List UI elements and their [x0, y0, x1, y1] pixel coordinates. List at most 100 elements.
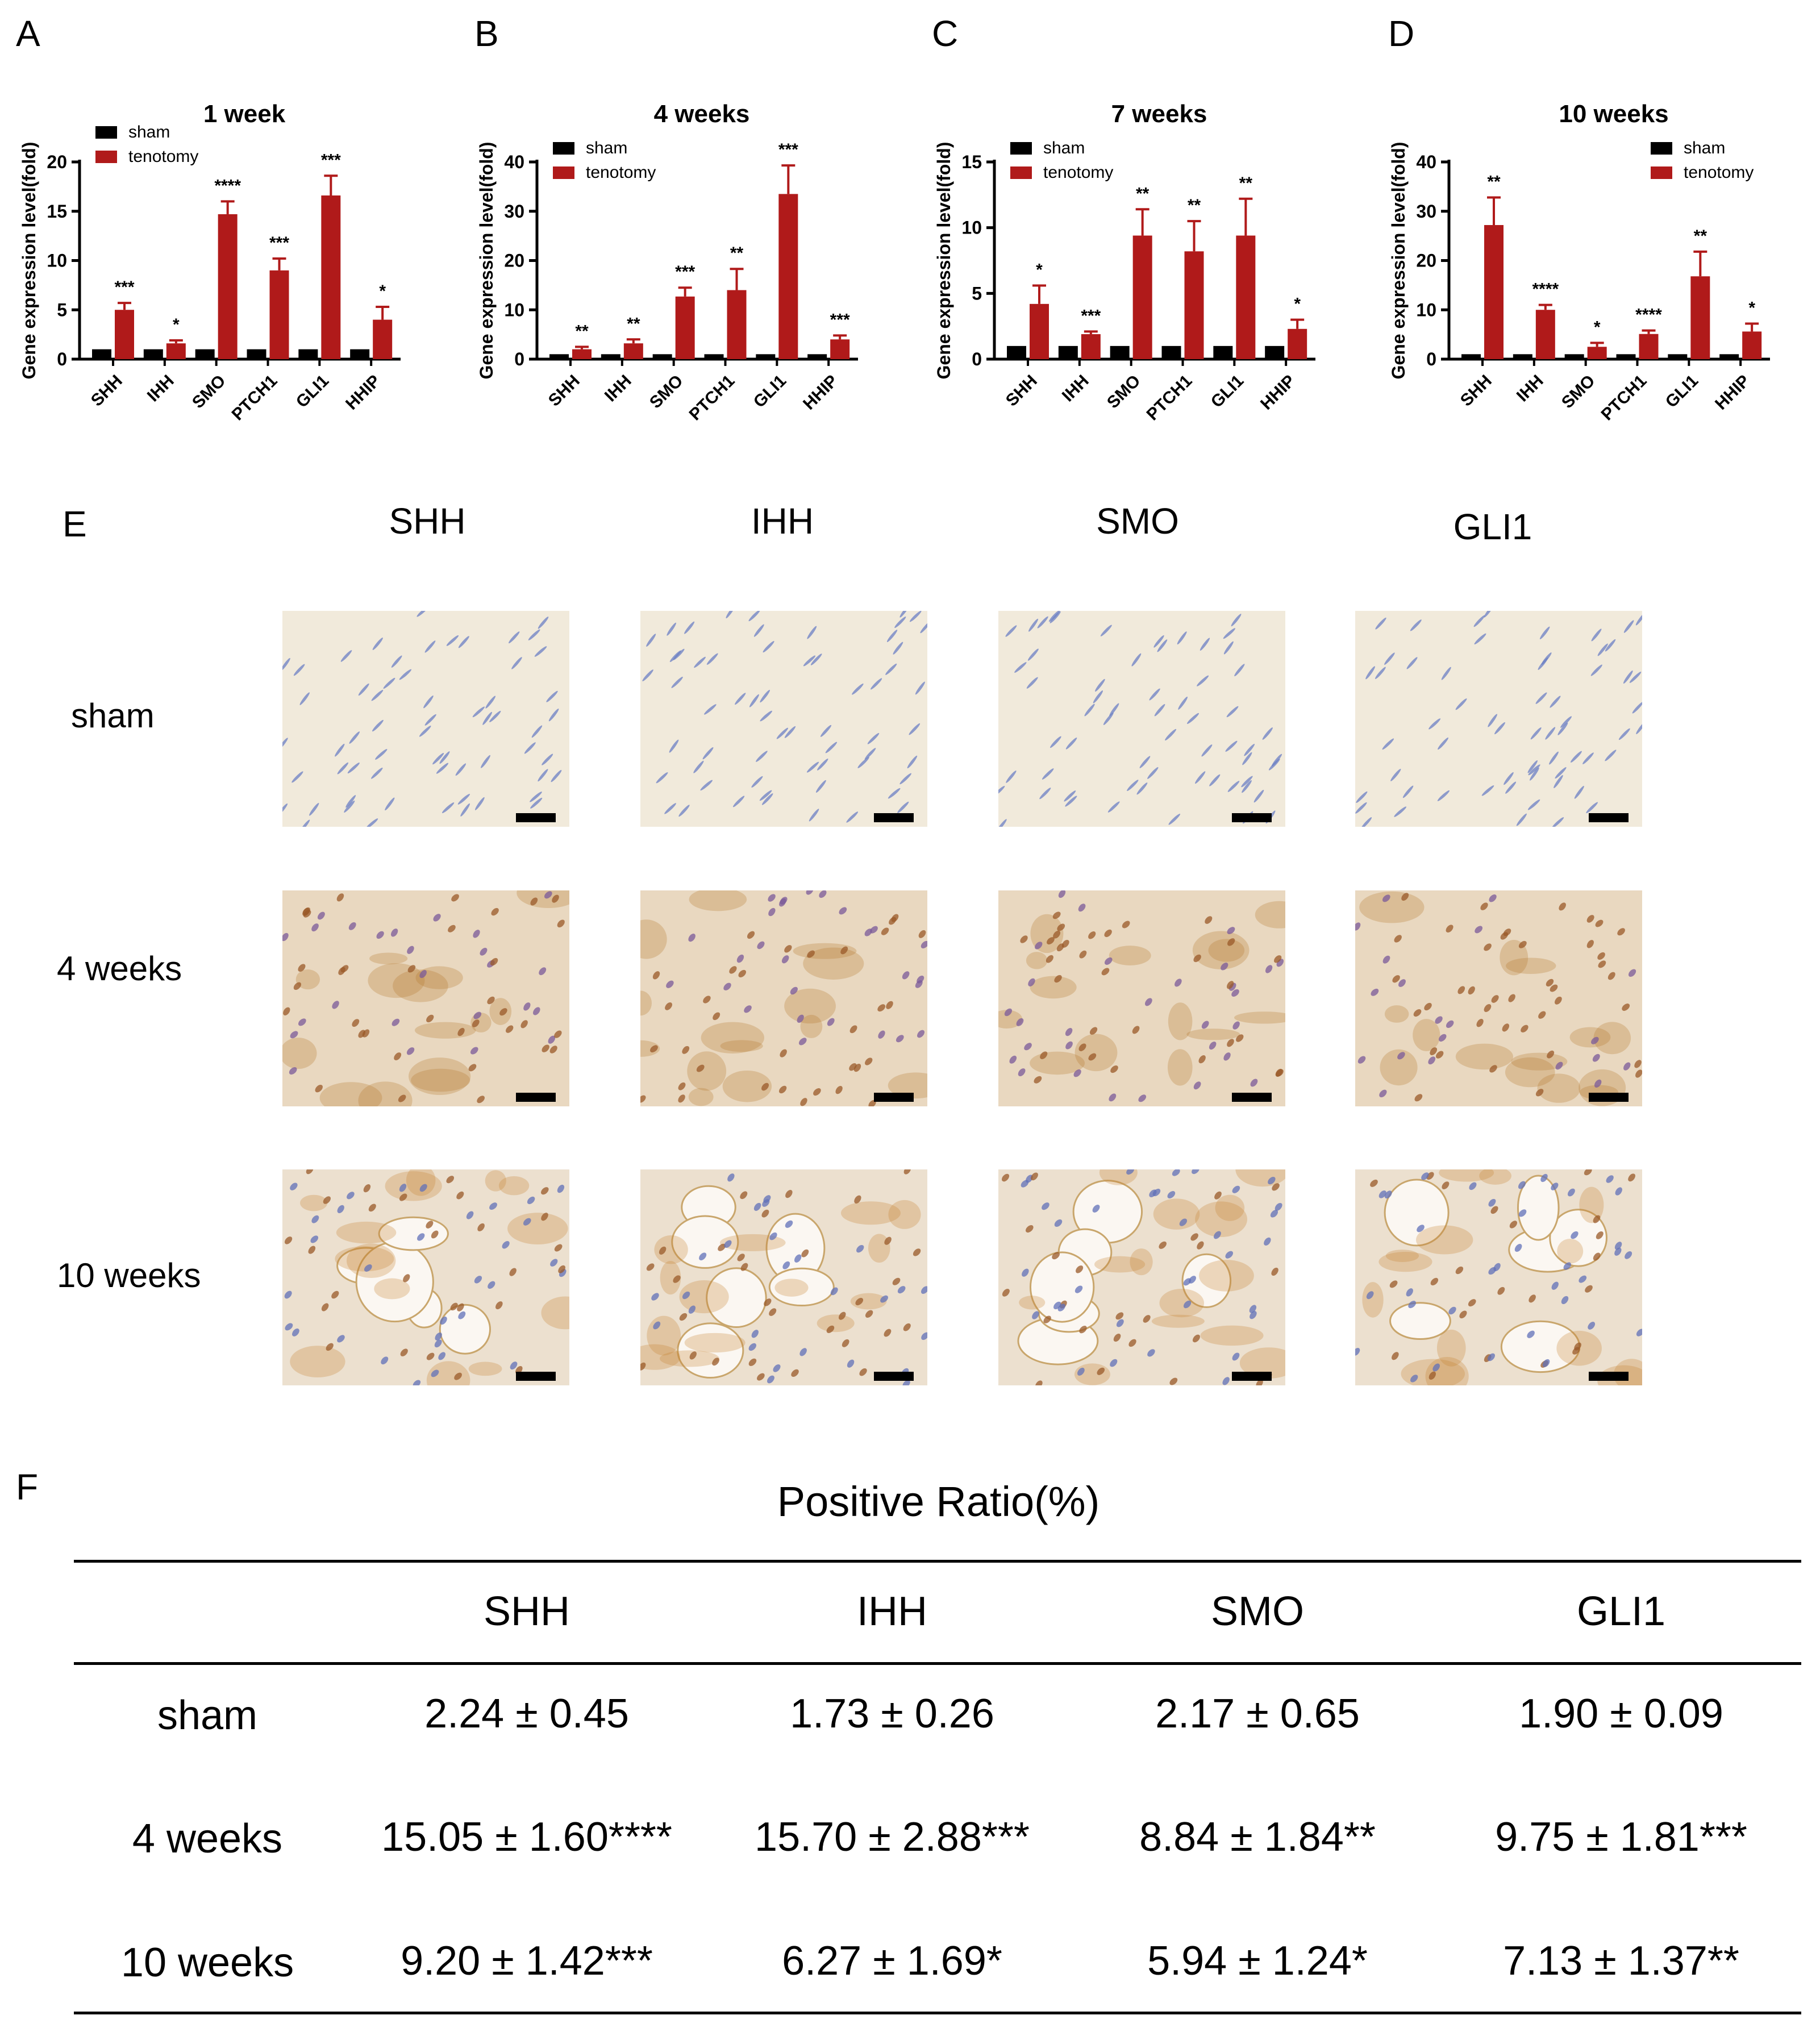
table-header-rule — [74, 1662, 1801, 1665]
table-cell-4-weeks-smo: 8.84 ± 1.84** — [1139, 1814, 1376, 1860]
bar-tenotomy-shh — [115, 310, 134, 359]
bar-tenotomy-ptch1 — [1184, 251, 1204, 359]
y-tick-label: 20 — [504, 251, 524, 271]
table-cell-4-weeks-gli1: 9.75 ± 1.81*** — [1495, 1814, 1747, 1860]
legend-label-tenotomy: tenotomy — [128, 147, 198, 166]
significance-label-ptch1: *** — [269, 234, 289, 252]
y-tick-label: 10 — [47, 251, 67, 271]
significance-label-shh: *** — [114, 278, 134, 297]
bar-tenotomy-ptch1 — [727, 290, 747, 359]
significance-label-ptch1: ** — [730, 244, 744, 263]
table-row-label-sham: sham — [157, 1693, 258, 1738]
table-top-rule — [74, 1560, 1801, 1563]
table-row-label-10-weeks: 10 weeks — [120, 1940, 294, 1985]
table-cell-sham-ihh: 1.73 ± 0.26 — [790, 1691, 994, 1737]
micrograph-4-weeks-smo — [998, 890, 1285, 1106]
bar-tenotomy-ihh — [1535, 310, 1555, 359]
chart-title: 7 weeks — [1111, 100, 1207, 128]
micrograph-sham-smo — [998, 611, 1285, 827]
bar-sham-ptch1 — [704, 354, 724, 359]
significance-label-hhip: * — [379, 282, 386, 301]
legend-swatch-sham — [1010, 142, 1032, 155]
bar-sham-gli1 — [298, 349, 318, 359]
x-tick-label-gli1: GLI1 — [750, 372, 790, 411]
bar-tenotomy-smo — [675, 296, 695, 359]
x-tick-label-gli1: GLI1 — [1207, 372, 1247, 411]
x-tick-label-shh: SHH — [1457, 372, 1496, 410]
micrograph-sham-ihh — [640, 611, 927, 827]
bar-tenotomy-ptch1 — [269, 270, 289, 359]
y-axis-label: Gene expression level(fold) — [476, 142, 497, 380]
table-cell-10-weeks-ihh: 6.27 ± 1.69* — [782, 1938, 1002, 1984]
table-header-gli1: GLI1 — [1576, 1589, 1666, 1634]
bar-tenotomy-gli1 — [1236, 235, 1256, 359]
legend-label-tenotomy: tenotomy — [1043, 163, 1113, 182]
significance-label-gli1: ** — [1694, 227, 1707, 245]
y-tick-label: 0 — [972, 349, 982, 369]
x-tick-label-hhip: HHIP — [1257, 372, 1299, 414]
legend-swatch-sham — [1651, 142, 1672, 155]
significance-label-shh: * — [1036, 260, 1043, 279]
x-tick-label-ihh: IHH — [144, 372, 178, 406]
table-header-smo: SMO — [1210, 1589, 1304, 1634]
ihc-row-label-10-weeks: 10 weeks — [57, 1256, 201, 1294]
bar-sham-ptch1 — [247, 349, 266, 359]
x-tick-label-gli1: GLI1 — [293, 372, 332, 411]
table-cell-sham-shh: 2.24 ± 0.45 — [424, 1691, 629, 1737]
x-tick-label-ptch1: PTCH1 — [1143, 372, 1196, 424]
bar-tenotomy-smo — [218, 214, 238, 359]
legend-swatch-sham — [95, 126, 117, 139]
scale-bar — [516, 1093, 556, 1102]
bar-chart-10-weeks: 10 weeks Gene expression level(fold) 0 10 20… — [1388, 100, 1770, 424]
bar-sham-shh — [92, 349, 111, 359]
legend-swatch-sham — [553, 142, 574, 155]
scale-bar — [874, 1372, 914, 1381]
x-tick-label-smo: SMO — [1558, 372, 1599, 413]
significance-label-ptch1: **** — [1635, 306, 1662, 324]
significance-label-gli1: *** — [321, 151, 341, 169]
ihc-column-label-smo: SMO — [1096, 501, 1179, 542]
ihc-column-label-shh: SHH — [389, 501, 466, 542]
x-tick-label-gli1: GLI1 — [1662, 372, 1702, 411]
bar-sham-shh — [549, 354, 569, 359]
scale-bar — [1589, 813, 1629, 822]
x-tick-label-hhip: HHIP — [1711, 372, 1754, 414]
micrograph-sham-shh — [282, 611, 569, 827]
x-tick-label-smo: SMO — [1103, 372, 1144, 413]
x-tick-label-ptch1: PTCH1 — [228, 372, 281, 424]
panel-letter-d: D — [1388, 13, 1415, 54]
bar-sham-shh — [1461, 354, 1481, 359]
x-tick-label-hhip: HHIP — [342, 372, 384, 414]
significance-label-shh: ** — [1487, 172, 1501, 191]
bar-tenotomy-gli1 — [321, 195, 341, 359]
ihc-row-label-sham: sham — [71, 697, 155, 735]
bar-sham-hhip — [1265, 345, 1285, 359]
bar-tenotomy-shh — [572, 349, 592, 359]
bar-sham-ihh — [1513, 354, 1532, 359]
bar-tenotomy-ihh — [166, 343, 186, 359]
x-tick-label-shh: SHH — [88, 372, 126, 410]
legend-label-tenotomy: tenotomy — [586, 163, 656, 182]
panel-letter-a: A — [16, 13, 40, 54]
y-tick-label: 5 — [972, 283, 982, 303]
micrograph-4-weeks-shh — [282, 890, 569, 1106]
bar-tenotomy-hhip — [830, 339, 850, 359]
table-cell-10-weeks-gli1: 7.13 ± 1.37** — [1503, 1938, 1739, 1984]
bar-chart-4-weeks: 4 weeks Gene expression level(fold) 0 10 20 3… — [476, 100, 858, 424]
bar-tenotomy-ptch1 — [1639, 334, 1659, 359]
table-cell-10-weeks-shh: 9.20 ± 1.42*** — [401, 1938, 653, 1984]
significance-label-gli1: *** — [778, 140, 798, 159]
table-cell-10-weeks-smo: 5.94 ± 1.24* — [1147, 1938, 1368, 1984]
bar-sham-ptch1 — [1616, 354, 1636, 359]
x-tick-label-shh: SHH — [545, 372, 584, 410]
bar-sham-ptch1 — [1161, 345, 1181, 359]
bar-sham-gli1 — [756, 354, 776, 359]
panel-letter-c: C — [932, 13, 959, 54]
micrograph-10-weeks-smo — [998, 1169, 1285, 1385]
significance-label-smo: * — [1594, 318, 1601, 336]
micrograph-10-weeks-ihh — [640, 1169, 927, 1385]
micrograph-4-weeks-ihh — [640, 890, 927, 1106]
bar-sham-gli1 — [1213, 345, 1233, 359]
legend-label-sham: sham — [128, 123, 170, 141]
significance-label-hhip: *** — [830, 310, 850, 329]
